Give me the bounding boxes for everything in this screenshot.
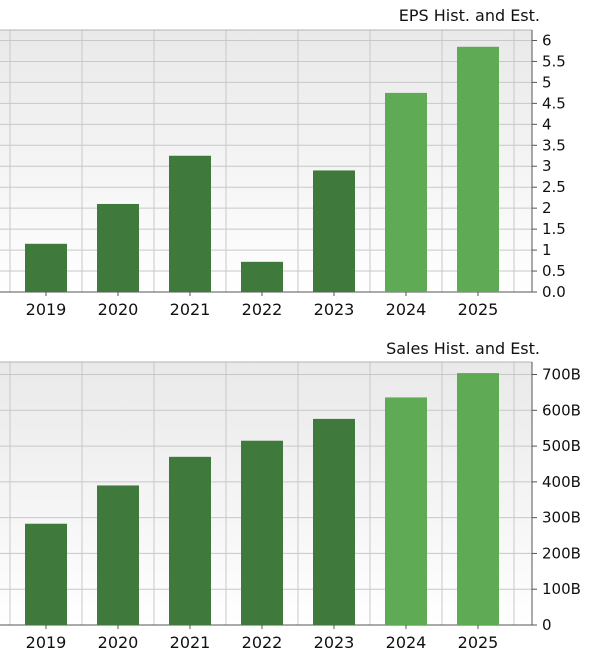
sales-chart-title: Sales Hist. and Est.	[386, 339, 540, 358]
eps-ytick-label: 0.5	[542, 262, 566, 280]
sales-bar-2022	[241, 440, 283, 625]
eps-plot-background	[0, 30, 532, 292]
eps-ytick-label: 4	[542, 115, 552, 133]
eps-bar-2022	[241, 261, 283, 292]
sales-bar-2020	[97, 485, 139, 625]
sales-ytick-label: 500B	[542, 437, 581, 455]
sales-chart: 0 100B 200B 300B 400B 500B 600B 700B 2019 2020 202…	[0, 339, 581, 652]
sales-bar-2019	[25, 523, 67, 625]
eps-bar-2021	[169, 155, 211, 292]
sales-xtick-label: 2025	[458, 633, 499, 652]
eps-bar-2020	[97, 203, 139, 292]
eps-xtick-label: 2024	[386, 300, 427, 319]
eps-ytick-label: 1	[542, 241, 552, 259]
eps-ytick-label: 3	[542, 157, 552, 175]
eps-xtick-label: 2023	[314, 300, 355, 319]
sales-ytick-label: 400B	[542, 473, 581, 491]
sales-xtick-label: 2024	[386, 633, 427, 652]
sales-xtick-label: 2020	[98, 633, 139, 652]
sales-ytick-label: 0	[542, 616, 552, 634]
eps-ytick-label: 3.5	[542, 136, 566, 154]
eps-bar-2019	[25, 243, 67, 292]
eps-xtick-label: 2020	[98, 300, 139, 319]
eps-bar-2025	[457, 46, 499, 292]
eps-bar-2023	[313, 170, 355, 292]
eps-ytick-label: 6	[542, 31, 552, 49]
eps-bar-2024	[385, 92, 427, 292]
sales-bar-2024	[385, 397, 427, 625]
eps-chart-title: EPS Hist. and Est.	[399, 6, 540, 25]
eps-ytick-label: 2	[542, 199, 552, 217]
sales-xtick-label: 2021	[170, 633, 211, 652]
eps-ytick-label: 2.5	[542, 178, 566, 196]
eps-xtick-label: 2025	[458, 300, 499, 319]
sales-bar-2021	[169, 456, 211, 625]
sales-ytick-label: 600B	[542, 401, 581, 419]
sales-xtick-label: 2022	[242, 633, 283, 652]
sales-ytick-label: 100B	[542, 580, 581, 598]
sales-ytick-label: 200B	[542, 544, 581, 562]
sales-xtick-label: 2023	[314, 633, 355, 652]
sales-ytick-label: 300B	[542, 509, 581, 527]
eps-ytick-label: 4.5	[542, 94, 566, 112]
eps-ytick-label: 5.5	[542, 52, 566, 70]
sales-xtick-label: 2019	[26, 633, 67, 652]
eps-xtick-label: 2022	[242, 300, 283, 319]
sales-bar-2023	[313, 418, 355, 625]
sales-bar-2025	[457, 373, 499, 625]
eps-xtick-label: 2019	[26, 300, 67, 319]
eps-ytick-label: 5	[542, 73, 552, 91]
sales-ytick-label: 700B	[542, 366, 581, 384]
eps-ytick-label: 0.0	[542, 283, 566, 301]
eps-chart: 0.0 0.5 1 1.5 2 2.5 3 3.5 4 4.5 5 5.5 6 2019 2020 2021 2…	[0, 6, 566, 319]
eps-ytick-label: 1.5	[542, 220, 566, 238]
eps-xtick-label: 2021	[170, 300, 211, 319]
